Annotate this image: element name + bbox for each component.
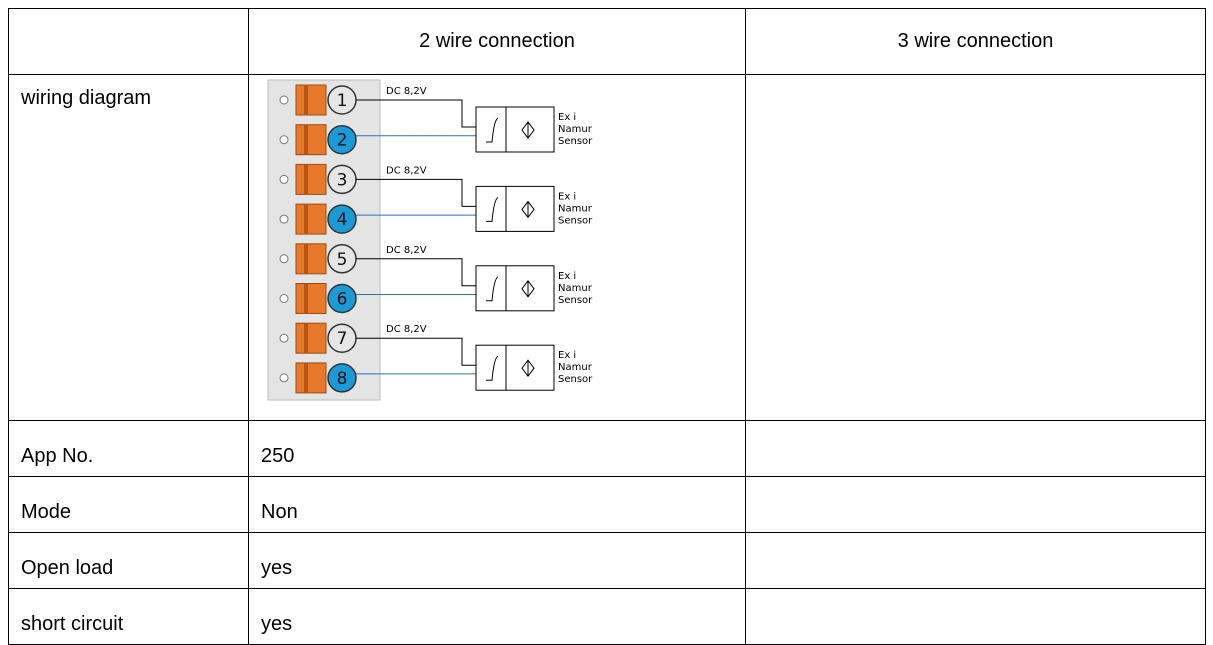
cell — [745, 588, 1206, 645]
row: wiring diagram — [8, 74, 1206, 421]
spec-table: 2 wire connection 3 wire connection wiri… — [8, 8, 1206, 645]
cell — [745, 532, 1206, 589]
cell — [745, 74, 1206, 421]
diagram-cell — [248, 74, 746, 421]
cell: yes — [248, 588, 746, 645]
header-cell: 2 wire connection — [248, 8, 746, 75]
cell: 250 — [248, 420, 746, 477]
row: App No. 250 — [8, 420, 1206, 477]
page: 2 wire connection 3 wire connection wiri… — [8, 8, 1206, 645]
corner-cell — [8, 8, 249, 75]
header-row: 2 wire connection 3 wire connection — [8, 8, 1206, 75]
row-label: short circuit — [8, 588, 249, 645]
row-label: wiring diagram — [8, 74, 249, 421]
row: Mode Non — [8, 476, 1206, 533]
row-label: App No. — [8, 420, 249, 477]
cell: yes — [248, 532, 746, 589]
cell: Non — [248, 476, 746, 533]
cell — [745, 476, 1206, 533]
header-cell: 3 wire connection — [745, 8, 1206, 75]
row-label: Open load — [8, 532, 249, 589]
row-label: Mode — [8, 476, 249, 533]
row: Open load yes — [8, 532, 1206, 589]
row: short circuit yes — [8, 588, 1206, 645]
cell — [745, 420, 1206, 477]
